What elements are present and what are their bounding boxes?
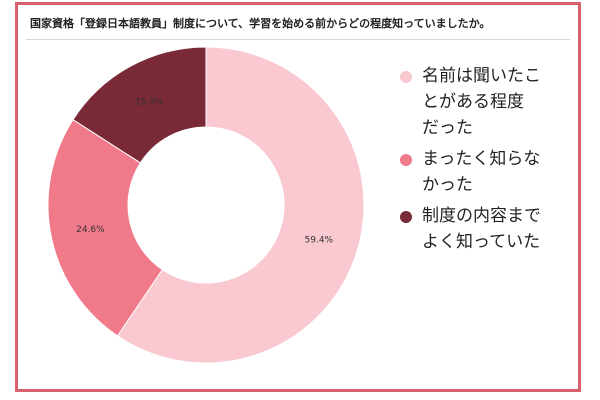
- chart-title: 国家資格「登録日本語教員」制度について、学習を始める前からどの程度知っていました…: [30, 17, 491, 30]
- slice-value-label-2: 15.9%: [135, 97, 164, 107]
- legend-swatch-0: [400, 71, 412, 83]
- legend-label-1-line-0: まったく知らな: [422, 149, 541, 169]
- chart-legend: 名前は聞いたこ とがある程度 だった まったく知らな かった 制度の内容まで よく知っていた: [400, 63, 580, 260]
- legend-label-2-line-1: よく知っていた: [422, 232, 541, 252]
- title-divider: [26, 39, 570, 40]
- legend-label-0-line-2: だった: [422, 118, 473, 138]
- legend-item-0: 名前は聞いたこ とがある程度 だった: [400, 63, 580, 141]
- legend-label-2-line-0: 制度の内容まで: [422, 206, 541, 226]
- donut-chart: 59.4% 24.6% 15.9%: [47, 46, 365, 364]
- legend-swatch-2: [400, 211, 412, 223]
- legend-swatch-1: [400, 154, 412, 166]
- legend-item-2: 制度の内容まで よく知っていた: [400, 203, 580, 255]
- legend-label-1-line-1: かった: [422, 175, 473, 195]
- slice-value-label-0: 59.4%: [305, 236, 334, 246]
- legend-item-1: まったく知らな かった: [400, 146, 580, 198]
- donut-slice-1: [47, 118, 164, 337]
- donut-slice-2: [72, 46, 207, 164]
- slice-value-label-1: 24.6%: [76, 225, 105, 235]
- chart-frame: 国家資格「登録日本語教員」制度について、学習を始める前からどの程度知っていました…: [15, 2, 581, 392]
- donut-slice-0: [116, 46, 365, 364]
- legend-label-0-line-1: とがある程度: [422, 92, 524, 112]
- legend-label-0-line-0: 名前は聞いたこ: [422, 66, 541, 86]
